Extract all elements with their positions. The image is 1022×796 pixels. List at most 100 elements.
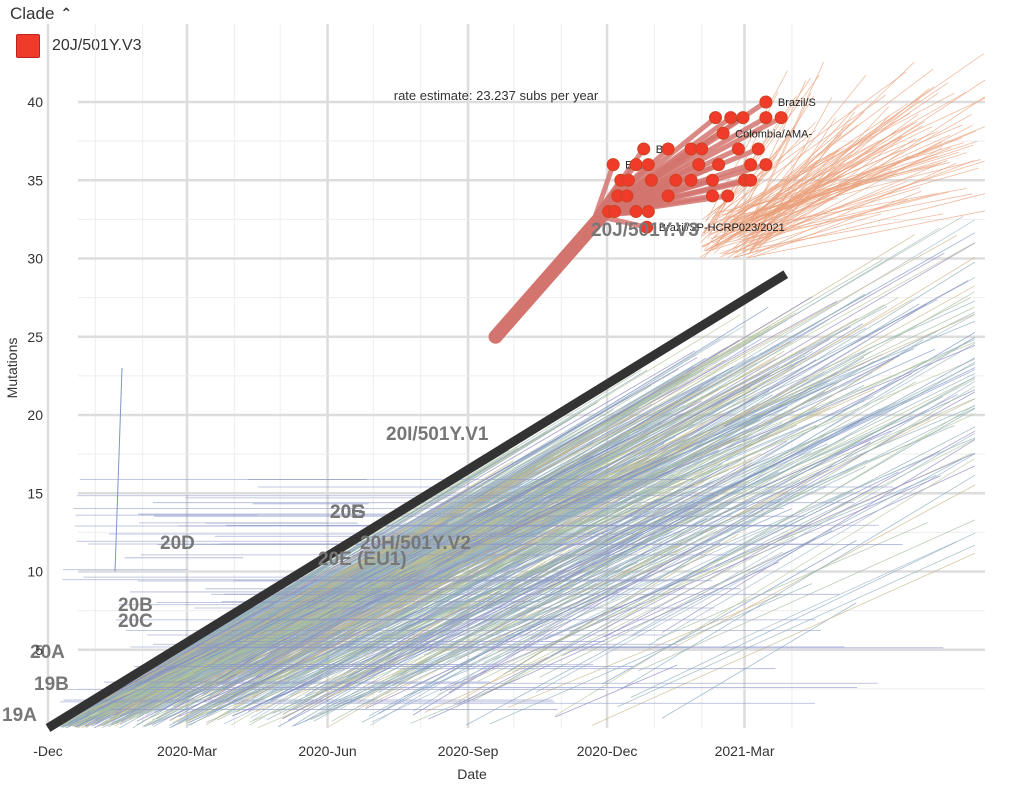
branch: [365, 542, 721, 709]
y-tick-label: 35: [27, 172, 43, 188]
data-point: [640, 220, 654, 234]
branch: [600, 404, 976, 633]
branch: [89, 544, 364, 714]
branch: [215, 669, 297, 719]
branch: [721, 187, 967, 233]
data-point: [716, 126, 730, 140]
branch: [552, 426, 976, 646]
highlight-branch: [594, 213, 648, 230]
branch: [599, 369, 976, 549]
branch: [746, 180, 869, 238]
branch: [226, 541, 537, 700]
branch: [459, 594, 630, 670]
branch: [188, 443, 828, 722]
data-point: [621, 173, 635, 187]
y-tick-label: 5: [35, 642, 43, 658]
branch: [304, 360, 926, 665]
branch: [169, 664, 294, 729]
branch: [406, 445, 630, 574]
clade-label: 20D: [160, 533, 195, 554]
branch: [101, 446, 698, 729]
data-point: [637, 142, 651, 156]
clade-label: 20H/501Y.V2: [360, 533, 471, 554]
tip-label: Brazil/SP-HCRP023/2021: [659, 222, 785, 234]
data-point: [705, 173, 719, 187]
data-point: [620, 189, 634, 203]
branch: [749, 117, 836, 252]
branch: [328, 486, 827, 710]
branch: [466, 458, 962, 726]
legend-label[interactable]: 20J/501Y.V3: [52, 37, 142, 54]
branch: [718, 92, 955, 219]
branch: [709, 126, 933, 236]
branch: [733, 193, 986, 258]
x-tick-label: 2020-Jun: [298, 743, 356, 759]
data-point: [661, 189, 675, 203]
clade-filter-header[interactable]: Clade ⌃: [10, 4, 72, 24]
data-point: [721, 189, 735, 203]
data-point: [744, 173, 758, 187]
branch: [302, 646, 425, 712]
clade-label: 20J/501Y.V3: [591, 220, 699, 241]
highlight-branch: [488, 204, 613, 344]
branch: [481, 528, 717, 667]
branch: [742, 147, 841, 251]
branch: [114, 368, 123, 572]
branch: [503, 385, 976, 675]
data-point: [669, 173, 683, 187]
branch: [590, 502, 732, 590]
legend-swatch[interactable]: [16, 34, 40, 58]
data-point: [712, 158, 726, 172]
branch: [204, 478, 721, 698]
x-tick-label: 2020-Mar: [157, 743, 217, 759]
clade-label: 20E: [330, 502, 364, 523]
branch: [632, 432, 976, 635]
branch: [630, 532, 976, 698]
branch: [284, 304, 885, 636]
x-tick-label: 2020-Dec: [577, 743, 638, 759]
branch: [423, 498, 783, 656]
branch: [152, 424, 817, 721]
branch: [753, 61, 824, 214]
branch: [456, 318, 830, 550]
clade-label: 19A: [2, 705, 37, 726]
clade-label: 20A: [30, 642, 65, 663]
branch: [457, 585, 686, 705]
data-point: [774, 111, 788, 125]
branch: [83, 371, 688, 707]
branch: [520, 544, 678, 639]
data-point: [629, 158, 643, 172]
branch: [233, 436, 672, 682]
branch: [741, 167, 979, 237]
branch: [414, 227, 941, 545]
branch: [610, 381, 976, 601]
branch: [266, 291, 872, 630]
branch: [728, 162, 950, 219]
data-point: [759, 95, 773, 109]
branch: [363, 550, 679, 688]
branch: [701, 176, 841, 248]
branch: [745, 194, 819, 238]
tip-label: Br: [656, 144, 667, 156]
branch: [294, 456, 775, 669]
data-point: [644, 173, 658, 187]
clade-label: 20B: [118, 595, 153, 616]
data-point: [724, 111, 738, 125]
branch: [189, 625, 371, 717]
branch: [507, 593, 782, 708]
branch: [754, 53, 985, 213]
branch: [186, 386, 837, 722]
branch: [391, 504, 688, 676]
branch: [405, 540, 643, 645]
clade-label: 19B: [34, 674, 69, 695]
branch: [746, 162, 957, 259]
chevron-up-icon[interactable]: ⌃: [60, 4, 73, 21]
branch: [174, 373, 692, 666]
branch: [453, 494, 691, 609]
branch: [695, 401, 896, 495]
regression-line: [45, 270, 789, 732]
branch: [759, 114, 891, 244]
branch: [711, 121, 925, 249]
y-tick-label: 25: [27, 329, 43, 345]
